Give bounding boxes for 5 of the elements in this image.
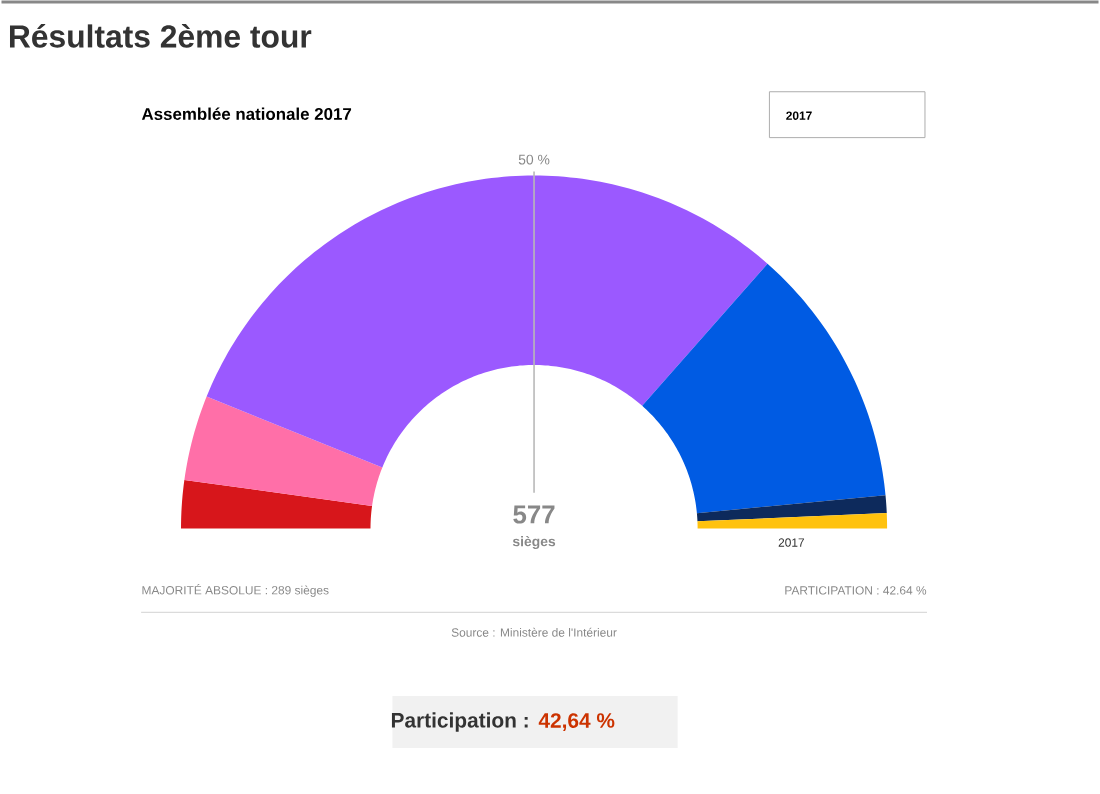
- text: 577: [513, 505, 555, 524]
- text: 42,64 %: [538, 713, 615, 732]
- text: Participation :: [391, 712, 528, 732]
- chart-subtitle: Assemblée nationale 2017: [141, 107, 352, 121]
- chart-title: Résultats 2ème tour: [9, 24, 312, 48]
